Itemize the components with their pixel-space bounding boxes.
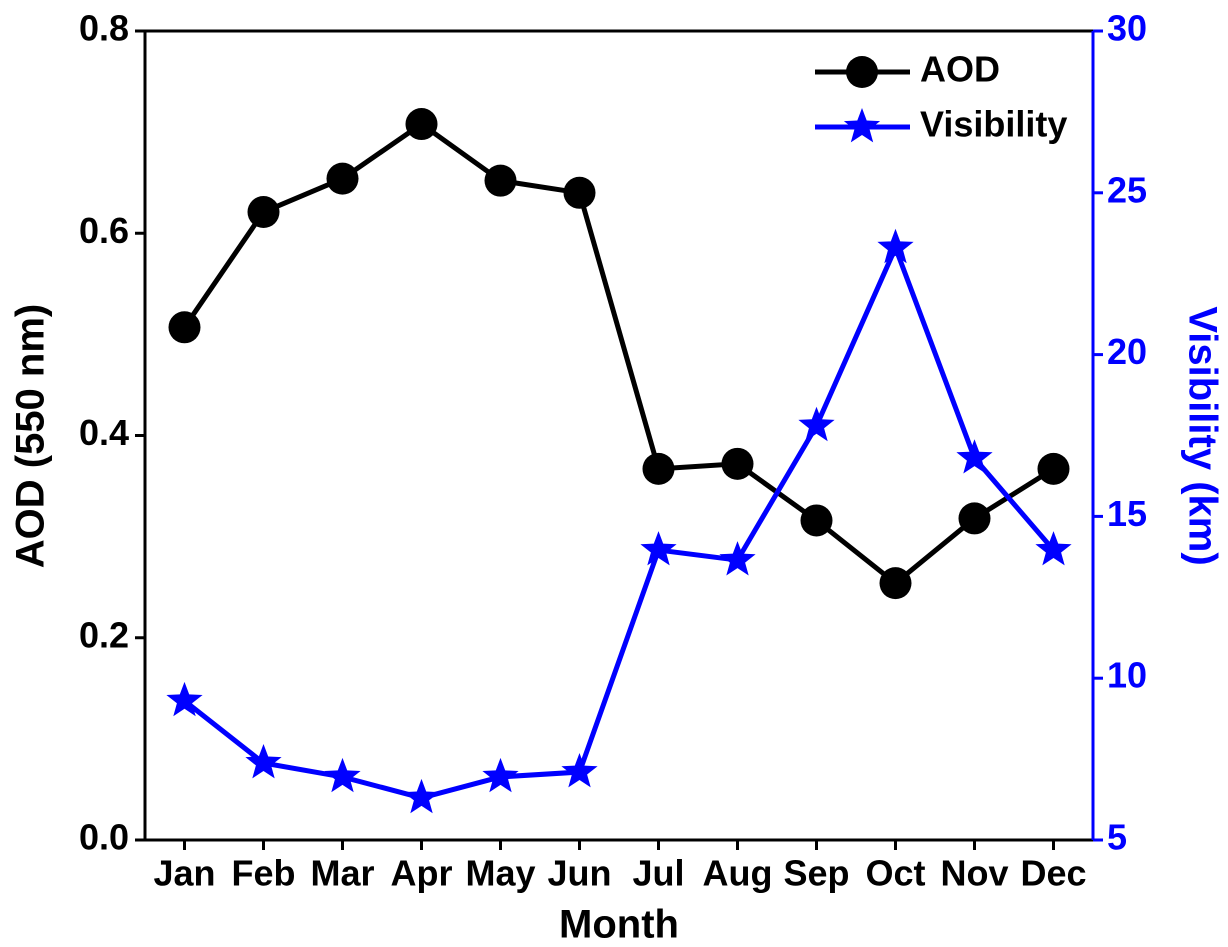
star-marker [324,757,361,793]
x-tick-label: Feb [231,853,295,894]
legend-label: AOD [920,49,1000,90]
y2-tick-label: 30 [1107,8,1147,49]
legend-label: Visibility [920,104,1067,145]
x-tick-label: Apr [391,853,453,894]
y-tick-label: 0.4 [79,412,129,453]
x-tick-label: Oct [865,853,925,894]
y2-tick-label: 5 [1107,817,1127,858]
star-marker [956,439,993,474]
circle-marker [484,164,517,197]
y-tick-label: 0.0 [79,817,129,858]
circle-marker [958,502,991,535]
star-marker [877,228,914,264]
circle-marker [168,311,201,344]
x-tick-label: Jan [153,853,215,894]
series-line [182,120,1055,587]
circle-marker [563,176,596,209]
circle-marker [642,452,675,485]
star-marker [166,681,203,717]
y2-tick-label: 15 [1107,493,1147,534]
circle-marker [800,504,833,537]
x-tick-label: Aug [703,853,773,894]
y-tick-label: 0.6 [79,210,129,251]
x-tick-label: Dec [1020,853,1086,894]
star-marker [798,406,835,442]
star-marker [640,531,677,566]
circle-marker [405,108,438,141]
legend-marker [843,108,881,143]
y-tick-label: 0.2 [79,614,129,655]
x-axis-title: Month [559,903,679,947]
x-tick-label: Jul [632,853,684,894]
star-marker [482,757,519,793]
y-tick-label: 0.8 [79,8,129,49]
circle-marker [1037,452,1070,485]
x-tick-label: Sep [783,853,849,894]
x-tick-label: Mar [310,853,374,894]
y-axis-title: AOD (550 nm) [9,304,53,569]
x-tick-label: Jun [547,853,611,894]
circle-marker [326,162,359,195]
y2-tick-label: 20 [1107,331,1147,372]
y2-axis-title: Visibility (km) [1180,306,1224,565]
circle-marker [721,447,754,480]
star-marker [561,753,598,788]
x-tick-label: May [465,853,535,894]
x-tick-label: Nov [940,853,1008,894]
star-marker [403,778,440,814]
circle-marker [247,196,280,229]
legend-marker [846,56,878,88]
y2-tick-label: 10 [1107,655,1147,696]
circle-marker [879,567,912,600]
star-marker [719,541,756,576]
star-marker [245,744,282,779]
y2-tick-label: 25 [1107,169,1147,210]
star-marker [1035,531,1072,566]
